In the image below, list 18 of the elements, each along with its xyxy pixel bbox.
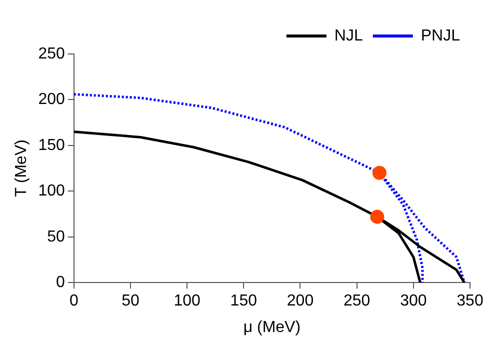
y-tick-label: 0: [56, 274, 65, 292]
y-tick-label: 200: [38, 91, 65, 108]
y-axis-title: T (MeV): [13, 140, 30, 198]
x-tick-label: 200: [286, 292, 314, 310]
x-tick-label: 100: [174, 292, 201, 310]
legend-label: NJL: [334, 27, 363, 44]
x-tick-label: 300: [400, 292, 427, 310]
y-tick-label: 150: [38, 136, 65, 154]
x-tick-label: 350: [456, 292, 484, 310]
x-tick-label: 250: [343, 292, 370, 310]
y-tick-label: 100: [38, 182, 65, 200]
x-tick-label: 50: [122, 292, 140, 310]
x-tick-label: 0: [69, 292, 78, 310]
y-tick-label: 250: [38, 45, 65, 62]
legend-label: PNJL: [420, 27, 460, 44]
y-tick-label: 50: [47, 228, 65, 246]
x-tick-label: 150: [230, 292, 258, 310]
x-axis-title: μ (MeV): [243, 318, 301, 336]
